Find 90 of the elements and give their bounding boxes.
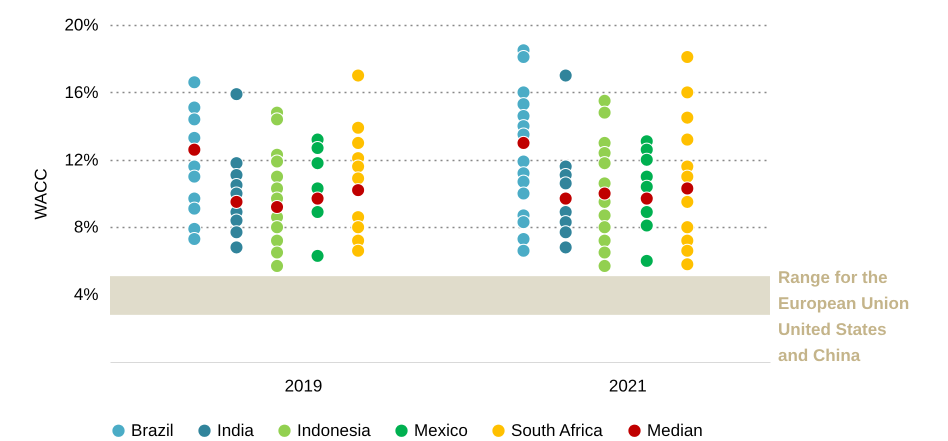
point: [640, 254, 654, 268]
band-label: Range for the European Union United States and China: [778, 268, 910, 366]
point: [229, 213, 244, 228]
point: [270, 220, 284, 234]
point: [187, 232, 202, 246]
point: [516, 215, 531, 230]
point: [598, 234, 612, 248]
point: [229, 87, 244, 102]
point: [351, 183, 366, 198]
point: [187, 75, 202, 90]
point: [598, 245, 612, 260]
point: [598, 208, 612, 222]
point: [640, 218, 654, 233]
legend-label: India: [217, 420, 254, 440]
point: [351, 171, 366, 186]
point: [310, 141, 325, 156]
legend-label: Mexico: [414, 420, 468, 440]
point: [516, 186, 531, 201]
point: [680, 132, 694, 147]
legend-label: Indonesia: [297, 420, 372, 440]
point: [640, 205, 654, 220]
point: [351, 244, 366, 258]
point: [680, 194, 694, 209]
point: [187, 112, 202, 126]
point: [680, 181, 694, 196]
point: [516, 85, 531, 100]
y-tick-label: 20%: [64, 16, 98, 34]
point: [558, 68, 573, 83]
point: [516, 232, 531, 246]
point: [270, 234, 284, 248]
point: [187, 130, 202, 145]
point: [516, 97, 531, 112]
y-tick-label: 8%: [74, 218, 98, 237]
point: [310, 205, 325, 220]
point: [640, 192, 654, 206]
point: [229, 194, 244, 209]
point: [187, 202, 202, 216]
point: [310, 248, 325, 263]
point: [270, 245, 284, 260]
point: [310, 192, 325, 206]
point: [680, 50, 694, 64]
point: [351, 220, 366, 234]
point: [640, 152, 654, 167]
point: [516, 154, 531, 168]
y-tick-label: 16%: [64, 82, 98, 102]
point: [270, 154, 284, 168]
point: [351, 120, 366, 135]
x-tick-label: 2019: [284, 376, 322, 396]
point: [310, 156, 325, 170]
point: [598, 106, 612, 120]
point: [558, 192, 573, 206]
point: [270, 170, 284, 184]
legend-label: Brazil: [131, 420, 174, 440]
x-tick-label: 2021: [608, 376, 647, 396]
point: [558, 240, 573, 254]
point: [187, 142, 202, 157]
point: [270, 258, 284, 273]
y-tick-label: 12%: [64, 150, 98, 170]
point: [516, 174, 531, 189]
point: [598, 220, 612, 234]
point: [229, 240, 244, 254]
point: [680, 244, 694, 258]
point: [351, 68, 366, 83]
point: [516, 244, 531, 258]
point: [187, 100, 202, 115]
y-tick-label: 4%: [74, 285, 98, 304]
point: [598, 258, 612, 273]
y-axis-title: WACC: [31, 168, 50, 220]
point: [680, 257, 694, 272]
point: [516, 136, 531, 150]
point: [680, 220, 694, 234]
point: [229, 225, 244, 240]
point: [516, 50, 531, 64]
point: [680, 170, 694, 184]
point: [598, 186, 612, 201]
point: [187, 170, 202, 184]
point: [680, 85, 694, 100]
point: [598, 156, 612, 170]
point: [598, 94, 612, 108]
point: [558, 225, 573, 240]
point: [270, 112, 284, 126]
point: [270, 200, 284, 214]
legend-label: South Africa: [511, 420, 604, 440]
point: [229, 156, 244, 170]
point: [351, 136, 366, 150]
point: [351, 160, 366, 174]
point: [640, 180, 654, 194]
point: [680, 110, 694, 125]
point: [558, 176, 573, 190]
legend-label: Median: [647, 420, 703, 440]
